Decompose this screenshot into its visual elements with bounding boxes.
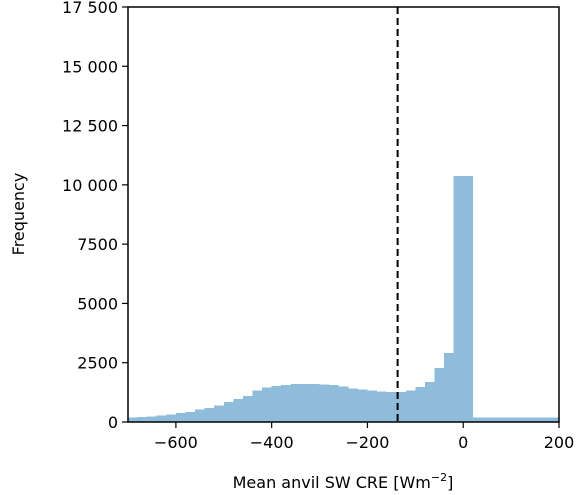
histogram-bar — [386, 392, 397, 422]
x-tick-label: 0 — [458, 433, 468, 452]
histogram-bar — [271, 385, 282, 422]
histogram-bar — [242, 395, 253, 422]
y-tick-label: 15 000 — [62, 57, 118, 76]
y-tick-label: 2500 — [77, 354, 118, 373]
histogram-bar — [300, 383, 310, 422]
y-tick-label: 0 — [108, 413, 118, 432]
x-tick-label: −600 — [154, 433, 198, 452]
histogram-bar — [166, 414, 176, 422]
histogram-bar — [472, 417, 559, 422]
histogram-bar — [233, 398, 243, 422]
histogram-bar — [348, 388, 358, 422]
histogram-bar — [424, 382, 435, 422]
y-tick-label: 5000 — [77, 294, 118, 313]
x-axis-ticks: −600 −400 −200 0 200 — [154, 422, 574, 452]
histogram-bar — [377, 391, 387, 422]
y-tick-label: 12 500 — [62, 117, 118, 136]
histogram-bar — [329, 385, 339, 422]
histogram-bar — [434, 367, 445, 422]
histogram-bar — [214, 405, 224, 422]
y-axis-ticks: 0 2500 5000 7500 10 000 12 500 15 000 17 500 — [62, 0, 128, 432]
x-axis-label: Mean anvil SW CRE [Wm−2] — [233, 471, 454, 492]
y-tick-label: 10 000 — [62, 176, 118, 195]
histogram-bar — [262, 387, 272, 422]
x-tick-label: −200 — [345, 433, 389, 452]
x-axis-label-main: Mean anvil SW CRE [Wm — [233, 473, 431, 492]
histogram-bar — [204, 407, 215, 422]
y-tick-label: 7500 — [77, 235, 118, 254]
histogram-bar — [396, 391, 406, 422]
histogram-bar — [252, 390, 263, 422]
x-tick-label: −400 — [250, 433, 294, 452]
y-tick-label: 17 500 — [62, 0, 118, 17]
histogram-bar — [357, 389, 368, 422]
histogram-bar — [175, 413, 186, 422]
histogram-bar — [128, 417, 138, 422]
x-axis-label-end: ] — [447, 473, 453, 492]
plot-frame — [127, 6, 560, 423]
histogram-bar — [223, 401, 234, 422]
histogram-bar — [147, 416, 157, 422]
histogram-bar — [415, 386, 425, 422]
histogram-bar — [405, 390, 416, 422]
histogram-bar — [290, 384, 301, 422]
y-axis-label: Frequency — [9, 173, 28, 256]
histogram-bar — [281, 384, 291, 422]
histogram-bar — [156, 415, 167, 422]
histogram-bar — [195, 409, 205, 422]
histogram-bar — [309, 384, 320, 422]
histogram-bars — [128, 175, 559, 422]
histogram-bar — [463, 175, 473, 422]
histogram-bar — [453, 175, 464, 422]
x-tick-label: 200 — [544, 433, 575, 452]
x-axis-label-superscript: −2 — [431, 471, 447, 484]
histogram-bar — [444, 353, 454, 422]
histogram-bar — [338, 386, 349, 422]
histogram-bar — [319, 384, 330, 422]
histogram-bar — [185, 411, 196, 422]
histogram-bar — [137, 417, 148, 422]
histogram-bar — [367, 390, 378, 422]
